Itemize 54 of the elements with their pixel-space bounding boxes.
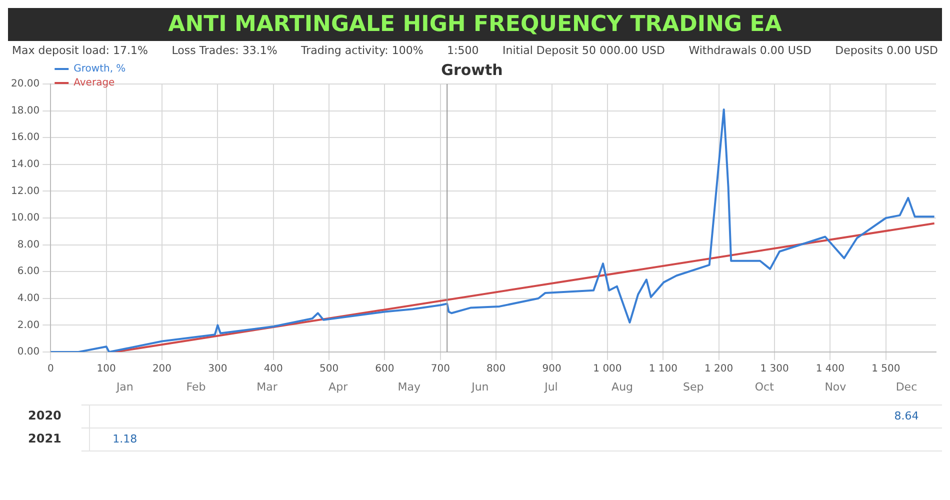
data-label: 1.18 xyxy=(112,432,138,446)
x-tick-label: 1 500 xyxy=(872,364,900,375)
legend-label: Growth, % xyxy=(74,64,126,75)
y-tick-label: 2021 xyxy=(28,432,62,446)
y-tick-label: 0.00 xyxy=(17,346,40,358)
y-tick-label: 18.00 xyxy=(10,105,40,116)
y-tick-label: 6.00 xyxy=(17,266,40,278)
text: Trading activity: 100% xyxy=(301,44,424,57)
y-tick-label: 2.00 xyxy=(17,320,40,331)
y-tick-label: 10.00 xyxy=(10,212,40,224)
y-tick-label: 2020 xyxy=(28,408,62,423)
x-tick-label: 600 xyxy=(375,364,394,375)
x-tick-label: Aug xyxy=(612,380,634,394)
y-tick-label: 20.00 xyxy=(10,78,40,90)
x-tick-label: 700 xyxy=(430,364,450,375)
x-tick-label: 1 000 xyxy=(593,364,622,375)
text: 1:500 xyxy=(447,44,479,57)
chart-title: Growth xyxy=(441,60,503,79)
x-tick-label: Jun xyxy=(470,380,489,394)
x-tick-label: Oct xyxy=(754,380,775,394)
x-tick-label: Sep xyxy=(682,380,704,394)
y-tick-label: 16.00 xyxy=(10,132,40,144)
x-tick-label: 800 xyxy=(486,364,506,375)
x-tick-label: 100 xyxy=(96,364,116,375)
text: Deposits 0.00 USD xyxy=(835,44,938,57)
text: Initial Deposit 50 000.00 USD xyxy=(502,44,665,57)
x-tick-label: Mar xyxy=(256,380,278,394)
x-tick-label: 300 xyxy=(208,364,228,375)
data-label: 8.64 xyxy=(894,409,919,422)
text: Loss Trades: 33.1% xyxy=(172,44,278,57)
x-tick-label: 900 xyxy=(542,364,562,375)
legend-label: Average xyxy=(74,78,115,89)
x-tick-label: Apr xyxy=(328,380,348,394)
x-tick-label: Jan xyxy=(115,380,134,394)
y-tick-label: 8.00 xyxy=(17,239,40,250)
x-tick-label: 1 200 xyxy=(704,364,734,375)
x-tick-label: Feb xyxy=(186,380,206,394)
x-tick-label: 500 xyxy=(320,364,339,375)
x-tick-label: Jul xyxy=(544,380,558,394)
x-tick-label: 1 400 xyxy=(816,364,845,375)
text: ANTI MARTINGALE HIGH FREQUENCY TRADING EA xyxy=(8,8,942,41)
x-tick-label: 1 100 xyxy=(648,364,678,375)
text: Max deposit load: 17.1% xyxy=(12,44,148,57)
x-tick-label: May xyxy=(398,380,421,394)
x-tick-label: 1 300 xyxy=(760,364,789,375)
text: Withdrawals 0.00 USD xyxy=(688,44,812,57)
y-tick-label: 12.00 xyxy=(10,186,40,197)
y-tick-label: 14.00 xyxy=(10,158,40,170)
y-tick-label: 4.00 xyxy=(17,292,40,304)
x-tick-label: Dec xyxy=(896,380,918,394)
x-tick-label: 200 xyxy=(152,364,172,375)
x-tick-label: 0 xyxy=(47,364,54,375)
x-tick-label: Nov xyxy=(824,380,847,394)
x-tick-label: 400 xyxy=(264,364,283,375)
